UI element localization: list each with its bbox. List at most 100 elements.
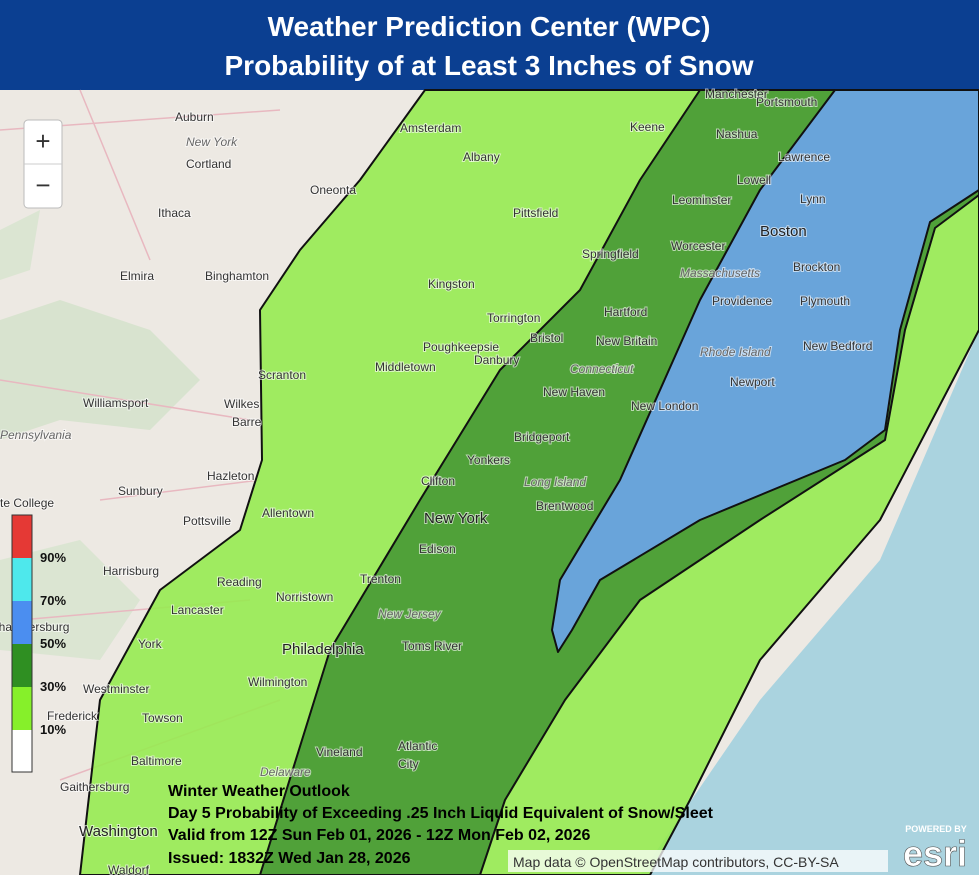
outlook-line: Winter Weather Outlook	[168, 783, 350, 800]
place-label: York	[138, 637, 163, 651]
place-label: Newport	[730, 375, 775, 389]
place-label: Springfield	[582, 247, 639, 261]
place-label: Poughkeepsie	[423, 340, 499, 354]
place-label: Pennsylvania	[0, 428, 72, 442]
legend-swatch	[12, 558, 32, 601]
place-label: Philadelphia	[282, 641, 364, 658]
place-label: City	[398, 757, 419, 771]
place-label: Hazleton	[207, 469, 254, 483]
place-label: Waldorf	[108, 863, 150, 875]
place-label: Leominster	[672, 193, 731, 207]
outlook-line: Day 5 Probability of Exceeding .25 Inch …	[168, 805, 714, 822]
place-label: Yonkers	[467, 453, 510, 467]
place-label: Clifton	[421, 474, 455, 488]
outlook-line: Issued: 1832Z Wed Jan 28, 2026	[168, 850, 411, 867]
place-label: Toms River	[402, 639, 462, 653]
legend-swatch	[12, 601, 32, 644]
legend-label: 70%	[40, 593, 66, 608]
place-label: Plymouth	[800, 294, 850, 308]
place-label: Williamsport	[83, 396, 149, 410]
place-label: Portsmouth	[756, 95, 817, 109]
place-label: New Jersey	[378, 607, 442, 621]
attribution: Map data © OpenStreetMap contributors, C…	[513, 854, 839, 870]
place-label: Binghamton	[205, 269, 269, 283]
place-label: Delaware	[260, 765, 311, 779]
place-label: Reading	[217, 575, 262, 589]
place-label: New Britain	[596, 334, 657, 348]
place-label: Lowell	[737, 173, 771, 187]
place-label: Auburn	[175, 110, 214, 124]
legend-label: 90%	[40, 550, 66, 565]
place-label: Lancaster	[171, 603, 224, 617]
legend-swatch	[12, 644, 32, 687]
place-label: Edison	[419, 542, 456, 556]
place-label: Sunbury	[118, 484, 163, 498]
place-label: Towson	[142, 711, 183, 725]
place-label: Baltimore	[131, 754, 182, 768]
place-label: Barre	[232, 415, 262, 429]
place-label: Long Island	[524, 475, 586, 489]
title: Weather Prediction Center (WPC)	[268, 11, 711, 42]
place-label: Brentwood	[536, 499, 593, 513]
outlook-line: Valid from 12Z Sun Feb 01, 2026 - 12Z Mo…	[168, 827, 590, 844]
place-label: Allentown	[262, 506, 314, 520]
place-label: Frederick	[47, 709, 98, 723]
legend-label: 10%	[40, 722, 66, 737]
place-label: Pottsville	[183, 514, 231, 528]
place-label: Lawrence	[778, 150, 830, 164]
place-label: New Haven	[543, 385, 605, 399]
place-label: Connecticut	[570, 362, 634, 376]
place-label: Trenton	[360, 572, 401, 586]
zoom-control: + −	[23, 119, 63, 209]
esri-powered-by: POWERED BY	[905, 824, 967, 834]
place-label: Washington	[79, 823, 158, 840]
place-label: Oneonta	[310, 183, 356, 197]
header-bar	[0, 0, 979, 90]
place-label: Gaithersburg	[60, 780, 129, 794]
place-label: Albany	[463, 150, 500, 164]
place-label: New Bedford	[803, 339, 872, 353]
place-label: New York	[186, 135, 238, 149]
place-label: Hartford	[604, 305, 647, 319]
probability-areas	[79, 89, 979, 875]
place-labels: Auburn New York Cortland Oneonta Ithaca Elmir…	[0, 86, 873, 875]
place-label: Kingston	[428, 277, 475, 291]
place-label: Middletown	[375, 360, 436, 374]
place-label: Keene	[630, 120, 665, 134]
place-label: Norristown	[276, 590, 333, 604]
place-label: Vineland	[316, 745, 363, 759]
place-label: Nashua	[716, 127, 758, 141]
title: Probability of at Least 3 Inches of Snow	[225, 50, 754, 81]
area-50-percent	[551, 89, 979, 653]
place-label: Massachusetts	[680, 266, 760, 280]
place-label: Cortland	[186, 157, 231, 171]
place-label: Rhode Island	[700, 345, 771, 359]
place-label: Amsterdam	[400, 121, 461, 135]
place-label: Wilkes	[224, 397, 259, 411]
place-label: Ithaca	[158, 206, 191, 220]
place-label: Bristol	[530, 331, 563, 345]
place-label: Torrington	[487, 311, 540, 325]
zoom-in-button[interactable]: +	[35, 126, 50, 156]
place-label: New London	[631, 399, 698, 413]
place-label: Providence	[712, 294, 772, 308]
legend-label: 30%	[40, 679, 66, 694]
legend-border	[11, 514, 33, 773]
outlook-text: Winter Weather Outlook Day 5 Probability…	[168, 783, 714, 867]
legend	[11, 514, 33, 773]
legend-swatch	[12, 730, 32, 772]
place-label: Scranton	[258, 368, 306, 382]
place-label: Boston	[760, 223, 807, 240]
place-label: Pittsfield	[513, 206, 558, 220]
place-label: Chambersburg	[0, 620, 69, 634]
place-label: Danbury	[474, 353, 519, 367]
zoom-out-button[interactable]: −	[35, 170, 50, 200]
place-label: New York	[424, 510, 488, 527]
place-label: Worcester	[671, 239, 725, 253]
place-label: Lynn	[800, 192, 826, 206]
legend-swatch	[12, 515, 32, 558]
legend-label: 50%	[40, 636, 66, 651]
place-label: Elmira	[120, 269, 154, 283]
